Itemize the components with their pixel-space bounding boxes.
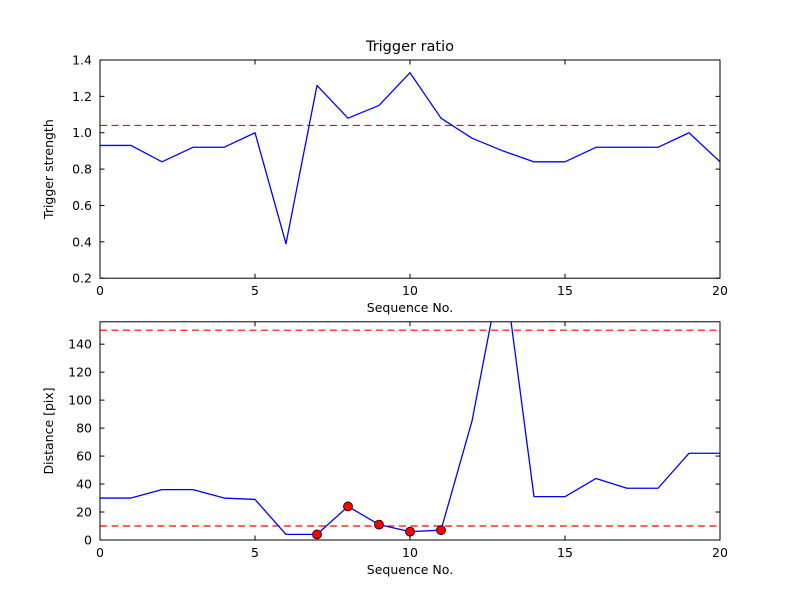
event-marker — [374, 519, 384, 530]
x-tick-label: 15 — [557, 283, 573, 298]
y-tick-label: 100 — [68, 393, 92, 408]
event-marker — [312, 529, 322, 540]
y-axis-label: Trigger strength — [41, 119, 56, 220]
y-tick-label: 20 — [76, 505, 92, 520]
y-tick-label: 1.2 — [72, 89, 92, 104]
x-tick-label: 0 — [96, 283, 104, 298]
y-tick-label: 0.6 — [72, 198, 92, 213]
event-marker — [436, 525, 446, 536]
data-line — [100, 72, 720, 245]
y-axis-label: Distance [pix] — [41, 387, 56, 474]
y-tick-label: 0 — [84, 533, 92, 548]
y-tick-label: 0.2 — [72, 271, 92, 286]
axes-background — [100, 60, 720, 279]
y-tick-label: 60 — [76, 449, 92, 464]
y-tick-label: 80 — [76, 421, 92, 436]
y-tick-label: 1.0 — [72, 125, 92, 140]
subplot-2: 0 5 10 15 20 0 20 40 60 80 100 120 140 Sequence No. Di… — [41, 321, 728, 577]
x-tick-label: 5 — [251, 545, 259, 560]
x-tick-label: 20 — [712, 545, 728, 560]
x-tick-label: 0 — [96, 545, 104, 560]
y-tick-label: 40 — [76, 477, 92, 492]
event-marker — [343, 501, 353, 512]
x-tick-label: 20 — [712, 283, 728, 298]
x-tick-label: 15 — [557, 545, 573, 560]
y-tick-label: 1.4 — [72, 53, 92, 68]
axes-background — [100, 321, 720, 540]
chart-title: Trigger ratio — [365, 39, 454, 55]
y-tick-label: 120 — [68, 365, 92, 380]
subplot-1: 0 5 10 15 20 0.2 0.4 0.6 0.8 1.0 1.2 1.4 Trigger rat… — [41, 39, 728, 315]
event-marker — [405, 526, 415, 537]
y-tick-label: 0.4 — [72, 234, 92, 249]
x-axis-label: Sequence No. — [367, 300, 453, 315]
x-axis-label: Sequence No. — [367, 562, 453, 577]
y-tick-label: 0.8 — [72, 162, 92, 177]
y-tick-label: 140 — [68, 337, 92, 352]
x-tick-label: 5 — [251, 283, 259, 298]
x-tick-label: 10 — [402, 545, 418, 560]
x-tick-label: 10 — [402, 283, 418, 298]
